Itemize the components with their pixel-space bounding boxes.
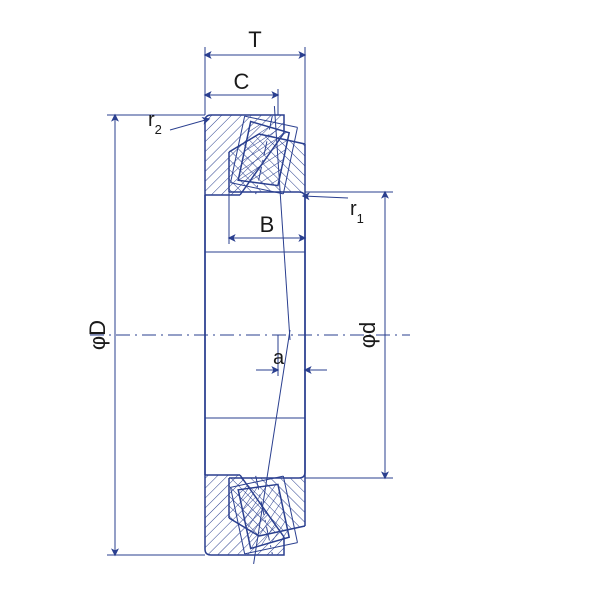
label-a: a — [273, 347, 285, 369]
leader-r2 — [170, 119, 209, 130]
label-phi-D: φD — [85, 320, 110, 350]
leader-r1 — [303, 196, 348, 198]
label-phi-d: φd — [355, 322, 380, 349]
label-B: B — [260, 212, 275, 237]
inner-ring-bot — [229, 335, 305, 478]
bearing-cross-section-diagram: TC Ba φd φD r1 r2 — [0, 0, 600, 600]
label-C: C — [234, 69, 250, 94]
label-r2: r2 — [148, 109, 162, 137]
label-T: T — [248, 27, 261, 52]
label-r1: r1 — [350, 198, 364, 226]
